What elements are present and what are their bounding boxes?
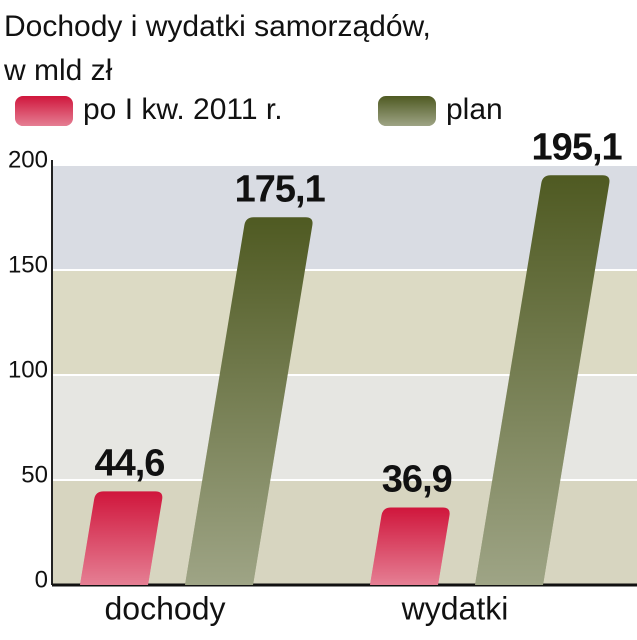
x-tick-label: wydatki <box>401 590 509 626</box>
bar-shade <box>185 217 313 586</box>
y-tick-label: 100 <box>8 356 48 383</box>
value-label: 175,1 <box>235 168 326 210</box>
legend-label: plan <box>446 93 503 126</box>
y-tick-label: 200 <box>8 146 48 173</box>
bar-shade <box>370 507 450 585</box>
chart-subtitle: w mld zł <box>3 54 113 87</box>
value-label: 44,6 <box>94 442 164 484</box>
legend-swatch-shade <box>15 96 73 126</box>
y-tick-label: 0 <box>35 566 48 593</box>
legend-label: po I kw. 2011 r. <box>83 93 283 126</box>
chart-title: Dochody i wydatki samorządów, <box>4 10 431 43</box>
value-label: 195,1 <box>532 126 623 168</box>
y-tick-label: 50 <box>21 461 48 488</box>
bar-shade <box>475 175 610 586</box>
value-label: 36,9 <box>382 459 452 501</box>
y-tick-label: 150 <box>8 251 48 278</box>
bar-shade <box>80 491 163 585</box>
x-tick-label: dochody <box>105 590 226 626</box>
legend-swatch-shade <box>378 96 436 126</box>
